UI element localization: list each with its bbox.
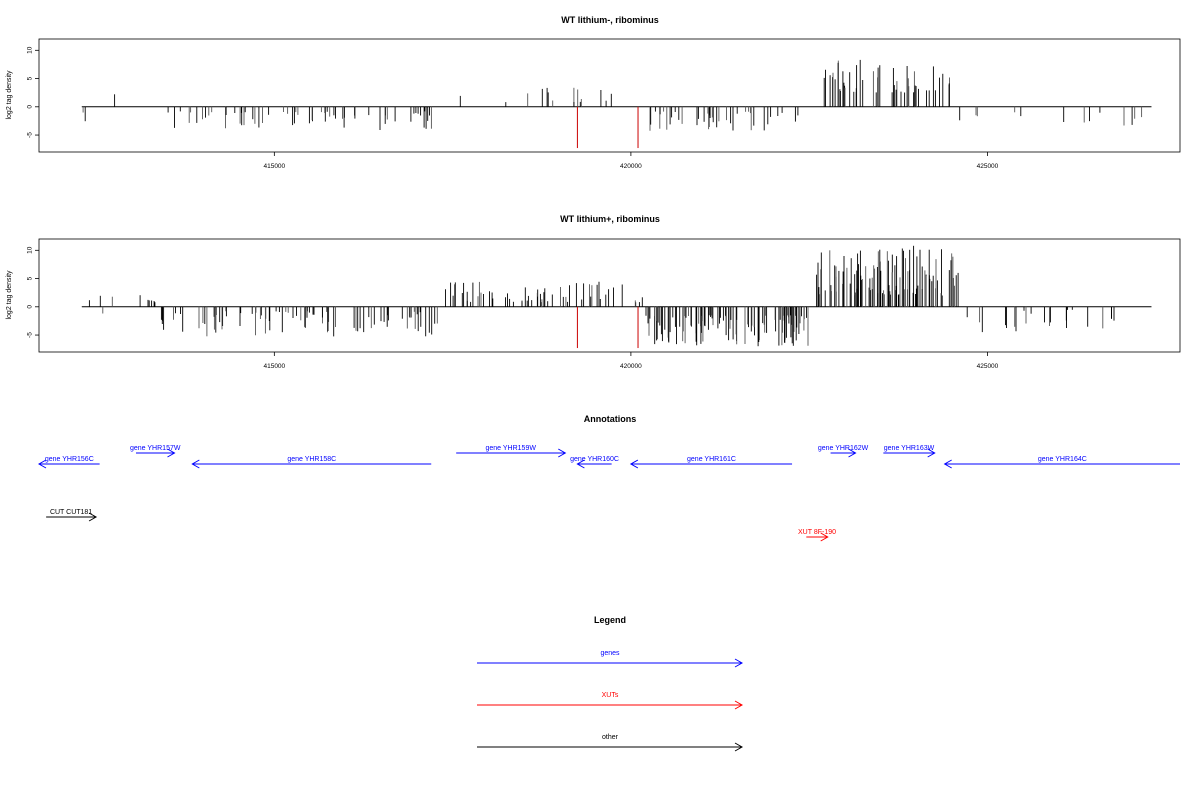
legend: Legend genes XUTs other xyxy=(477,615,744,752)
y-tick-label: -5 xyxy=(27,132,34,138)
legend-items: genes XUTs other xyxy=(477,650,744,752)
track-panel-lithium-minus: WT lithium-, ribominus log2 tag density … xyxy=(6,15,1181,170)
x-tick-label: 415000 xyxy=(263,163,285,170)
axes: -5 0 5 10 415000 420000 425000 xyxy=(27,46,999,170)
annotation-label: gene YHR163W xyxy=(884,445,935,452)
signal-marks xyxy=(81,59,1152,149)
y-tick-label: 10 xyxy=(27,246,34,254)
annotation-feature: gene YHR159W xyxy=(456,445,567,458)
annotation-feature: CUT CUT181 xyxy=(46,509,98,522)
panel-title: WT lithium-, ribominus xyxy=(561,15,659,25)
arrow-head xyxy=(734,742,744,752)
x-tick-label: 415000 xyxy=(263,363,285,370)
annotation-label: gene YHR157W xyxy=(130,445,181,452)
arrow-head xyxy=(734,658,744,668)
y-axis-label: log2 tag density xyxy=(6,70,13,120)
annotation-items: gene YHR156C gene YHR157W gene YHR158C gene… xyxy=(37,445,1180,542)
panel-title: WT lithium+, ribominus xyxy=(560,214,660,224)
annotation-feature: gene YHR158C xyxy=(191,456,432,469)
y-tick-label: 0 xyxy=(27,305,34,309)
plot-frame xyxy=(38,38,1181,153)
arrow-head xyxy=(167,448,176,458)
annotation-label: gene YHR159W xyxy=(485,445,536,452)
arrow-head xyxy=(88,512,98,522)
legend-entry: genes xyxy=(477,650,744,668)
annotation-feature: gene YHR164C xyxy=(943,456,1180,469)
track-panel-lithium-plus: WT lithium+, ribominus log2 tag density … xyxy=(6,214,1181,370)
annotation-feature: gene YHR157W xyxy=(130,445,181,458)
legend-entry: other xyxy=(477,734,744,752)
arrow-head xyxy=(558,448,567,458)
arrow-head xyxy=(576,459,585,469)
y-tick-label: 10 xyxy=(27,46,34,54)
annotation-feature: gene YHR160C xyxy=(570,456,619,469)
x-tick-label: 425000 xyxy=(977,163,999,170)
annotation-feature: gene YHR163W xyxy=(883,445,936,458)
arrow-head xyxy=(191,459,200,469)
annotation-label: XUT 8F-190 xyxy=(798,529,836,536)
x-tick-label: 420000 xyxy=(620,363,642,370)
annotation-label: gene YHR161C xyxy=(687,456,736,463)
annotation-label: gene YHR162W xyxy=(818,445,869,452)
y-axis-label: log2 tag density xyxy=(6,270,13,320)
arrow-head xyxy=(848,448,857,458)
annotation-label: CUT CUT181 xyxy=(50,509,92,516)
legend-label: other xyxy=(602,734,619,741)
arrow-head xyxy=(943,459,952,469)
arrow-head xyxy=(37,459,47,469)
annotation-label: gene YHR164C xyxy=(1038,456,1087,463)
axes: -5 0 5 10 415000 420000 425000 xyxy=(27,246,999,370)
legend-label: genes xyxy=(600,650,620,657)
y-tick-label: 5 xyxy=(27,76,34,80)
annotation-feature: gene YHR162W xyxy=(818,445,869,458)
legend-label: XUTs xyxy=(602,692,619,699)
arrow-head xyxy=(927,448,936,458)
annotation-feature: gene YHR156C xyxy=(37,456,100,469)
arrow-head xyxy=(734,700,744,710)
annotation-label: gene YHR156C xyxy=(45,456,94,463)
annotation-label: gene YHR158C xyxy=(287,456,336,463)
legend-entry: XUTs xyxy=(477,692,744,710)
annotations-title: Annotations xyxy=(584,414,637,424)
y-tick-label: 0 xyxy=(27,105,34,109)
x-tick-label: 420000 xyxy=(620,163,642,170)
plot-frame xyxy=(38,238,1181,353)
y-tick-label: 5 xyxy=(27,276,34,280)
x-tick-label: 425000 xyxy=(977,363,999,370)
annotation-feature: gene YHR161C xyxy=(629,456,793,469)
signal-marks xyxy=(81,245,1152,349)
arrow-head xyxy=(820,532,829,542)
annotation-feature: XUT 8F-190 xyxy=(798,529,836,542)
annotation-label: gene YHR160C xyxy=(570,456,619,463)
arrow-head xyxy=(629,459,639,469)
legend-title: Legend xyxy=(594,615,626,625)
y-tick-label: -5 xyxy=(27,332,34,338)
